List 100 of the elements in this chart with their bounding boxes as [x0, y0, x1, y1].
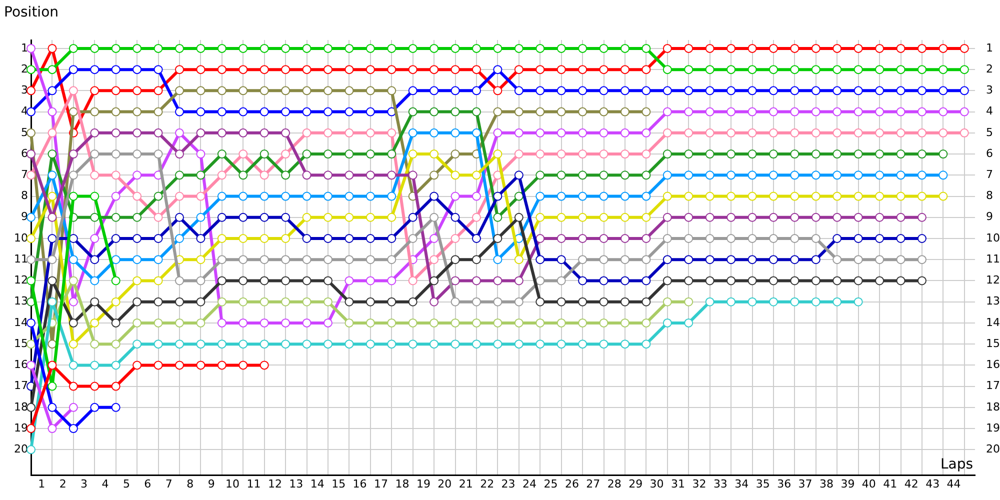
- point: [854, 150, 863, 159]
- point: [578, 128, 588, 138]
- point: [875, 65, 884, 74]
- point: [450, 318, 460, 328]
- point: [768, 128, 778, 138]
- point: [344, 234, 354, 243]
- point: [726, 44, 736, 53]
- point: [514, 192, 524, 201]
- point: [748, 65, 757, 74]
- point: [217, 170, 226, 180]
- point: [154, 212, 163, 222]
- point: [68, 44, 78, 53]
- point: [26, 234, 36, 243]
- point: [726, 212, 736, 222]
- point: [48, 276, 57, 286]
- point: [90, 212, 100, 222]
- point: [642, 107, 651, 116]
- point: [684, 86, 694, 96]
- point: [896, 128, 906, 138]
- point: [832, 234, 842, 243]
- point: [174, 360, 184, 370]
- point: [662, 212, 672, 222]
- point: [472, 86, 481, 96]
- point: [536, 318, 545, 328]
- point: [48, 65, 57, 74]
- point: [556, 65, 566, 74]
- point: [556, 297, 566, 306]
- point: [642, 150, 651, 159]
- y-tick-label: 5: [21, 126, 28, 139]
- point: [684, 212, 694, 222]
- x-tick-label: 1: [38, 477, 46, 490]
- point: [578, 192, 588, 201]
- point: [684, 128, 694, 138]
- x-tick-label: 43: [926, 477, 940, 490]
- point: [132, 65, 142, 74]
- point: [26, 107, 36, 116]
- x-tick-label: 16: [352, 477, 367, 490]
- point: [196, 318, 206, 328]
- y-tick-label: 19: [14, 421, 28, 434]
- point: [493, 212, 502, 222]
- x-tick-label: 41: [883, 477, 898, 490]
- point: [854, 297, 863, 306]
- point: [344, 107, 354, 116]
- point: [217, 86, 226, 96]
- point: [790, 170, 800, 180]
- y-tick-label: 10: [14, 231, 28, 244]
- point: [302, 297, 312, 306]
- point: [642, 318, 651, 328]
- point: [366, 192, 375, 201]
- x-tick-label: 15: [332, 477, 346, 490]
- point: [111, 212, 120, 222]
- point: [238, 65, 248, 74]
- x-tick-label: 14: [310, 477, 324, 490]
- y-tick-label: 12: [14, 274, 28, 287]
- point: [174, 107, 184, 116]
- point: [68, 402, 78, 412]
- point: [174, 150, 184, 159]
- y-tick-label: 13: [14, 294, 28, 308]
- point: [430, 86, 439, 96]
- point: [811, 276, 820, 286]
- point: [196, 86, 206, 96]
- point: [196, 234, 206, 243]
- point: [154, 44, 163, 53]
- point: [726, 128, 736, 138]
- point: [662, 297, 672, 306]
- x-tick-label: 32: [692, 477, 706, 490]
- point: [705, 234, 714, 243]
- x-tick-label: 37: [798, 477, 812, 490]
- point: [472, 340, 481, 349]
- point: [387, 65, 396, 74]
- point: [260, 276, 269, 286]
- point: [917, 192, 926, 201]
- point: [450, 276, 460, 286]
- point: [408, 276, 418, 286]
- point: [48, 150, 57, 159]
- point: [450, 86, 460, 96]
- point: [430, 212, 439, 222]
- point: [472, 128, 481, 138]
- point: [705, 128, 714, 138]
- point: [854, 86, 863, 96]
- point: [302, 192, 312, 201]
- point: [642, 192, 651, 201]
- point: [768, 255, 778, 264]
- point: [684, 107, 694, 116]
- point: [556, 107, 566, 116]
- point: [174, 297, 184, 306]
- point: [302, 212, 312, 222]
- point: [832, 297, 842, 306]
- point: [748, 234, 757, 243]
- point: [132, 86, 142, 96]
- point: [132, 318, 142, 328]
- point: [48, 297, 57, 306]
- x-tick-label: 39: [840, 477, 855, 490]
- point: [174, 234, 184, 243]
- point: [281, 170, 290, 180]
- point: [132, 340, 142, 349]
- point: [111, 255, 120, 264]
- point: [642, 65, 651, 74]
- y2-tick-label: 1: [986, 41, 993, 54]
- point: [281, 255, 290, 264]
